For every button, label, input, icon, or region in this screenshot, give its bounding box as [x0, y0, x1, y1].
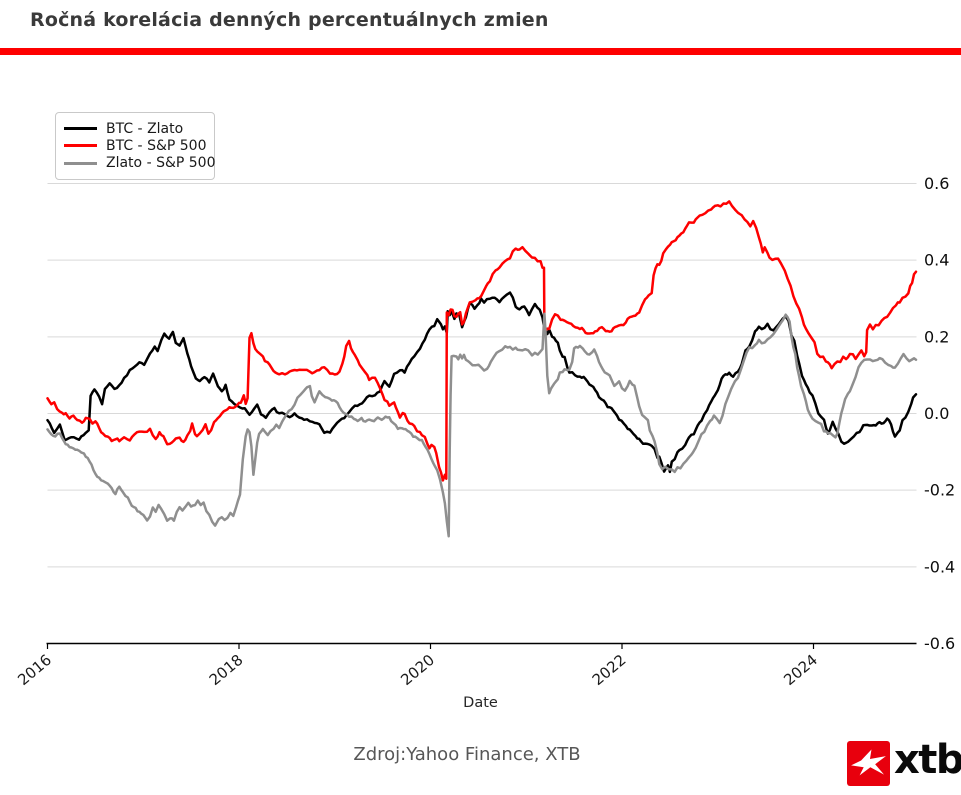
y-tick-label: 0.0	[924, 404, 949, 423]
legend-item-btc-zlato: BTC - Zlato	[64, 120, 206, 137]
x-tick-label: 2018	[206, 651, 247, 689]
legend-label: BTC - S&P 500	[106, 137, 207, 154]
series-line-btc-zlato	[46, 291, 918, 474]
legend-label: Zlato - S&P 500	[106, 155, 216, 172]
legend-swatch-red-line-icon	[64, 144, 97, 148]
legend-swatch-gray-line-icon	[64, 161, 97, 165]
y-tick-label: 0.6	[924, 174, 949, 193]
x-tick-label: 2016	[14, 651, 55, 689]
legend-item-btc-sp500: BTC - S&P 500	[64, 137, 206, 154]
page-title: Ročná korelácia denných percentuálnych z…	[30, 9, 549, 31]
xtb-swallow-icon	[851, 749, 886, 776]
x-tick-label: 2024	[780, 651, 821, 689]
series-line-zlato-s-p-500	[46, 312, 918, 538]
x-tick-label: 2022	[589, 651, 630, 689]
xtb-logo: xtb	[847, 737, 961, 788]
y-tick-label: -0.4	[924, 557, 955, 576]
y-tick-label: -0.6	[924, 634, 955, 653]
xtb-logo-box	[847, 741, 890, 786]
chart-legend: BTC - Zlato BTC - S&P 500 Zlato - S&P 50…	[55, 112, 215, 180]
y-tick-label: 0.2	[924, 327, 949, 346]
title-accent-bar	[0, 48, 961, 55]
y-tick-label: -0.2	[924, 481, 955, 500]
series-line-btc-s-p-500	[46, 200, 918, 482]
x-axis-title: Date	[463, 695, 498, 711]
x-tick-label: 2020	[397, 651, 438, 689]
source-attribution: Zdroj:Yahoo Finance, XTB	[353, 744, 581, 765]
y-tick-label: 0.4	[924, 251, 949, 270]
legend-label: BTC - Zlato	[106, 120, 184, 137]
legend-swatch-black-line-icon	[64, 127, 97, 131]
xtb-logo-text: xtb	[894, 737, 961, 783]
legend-item-zlato-sp500: Zlato - S&P 500	[64, 155, 215, 172]
